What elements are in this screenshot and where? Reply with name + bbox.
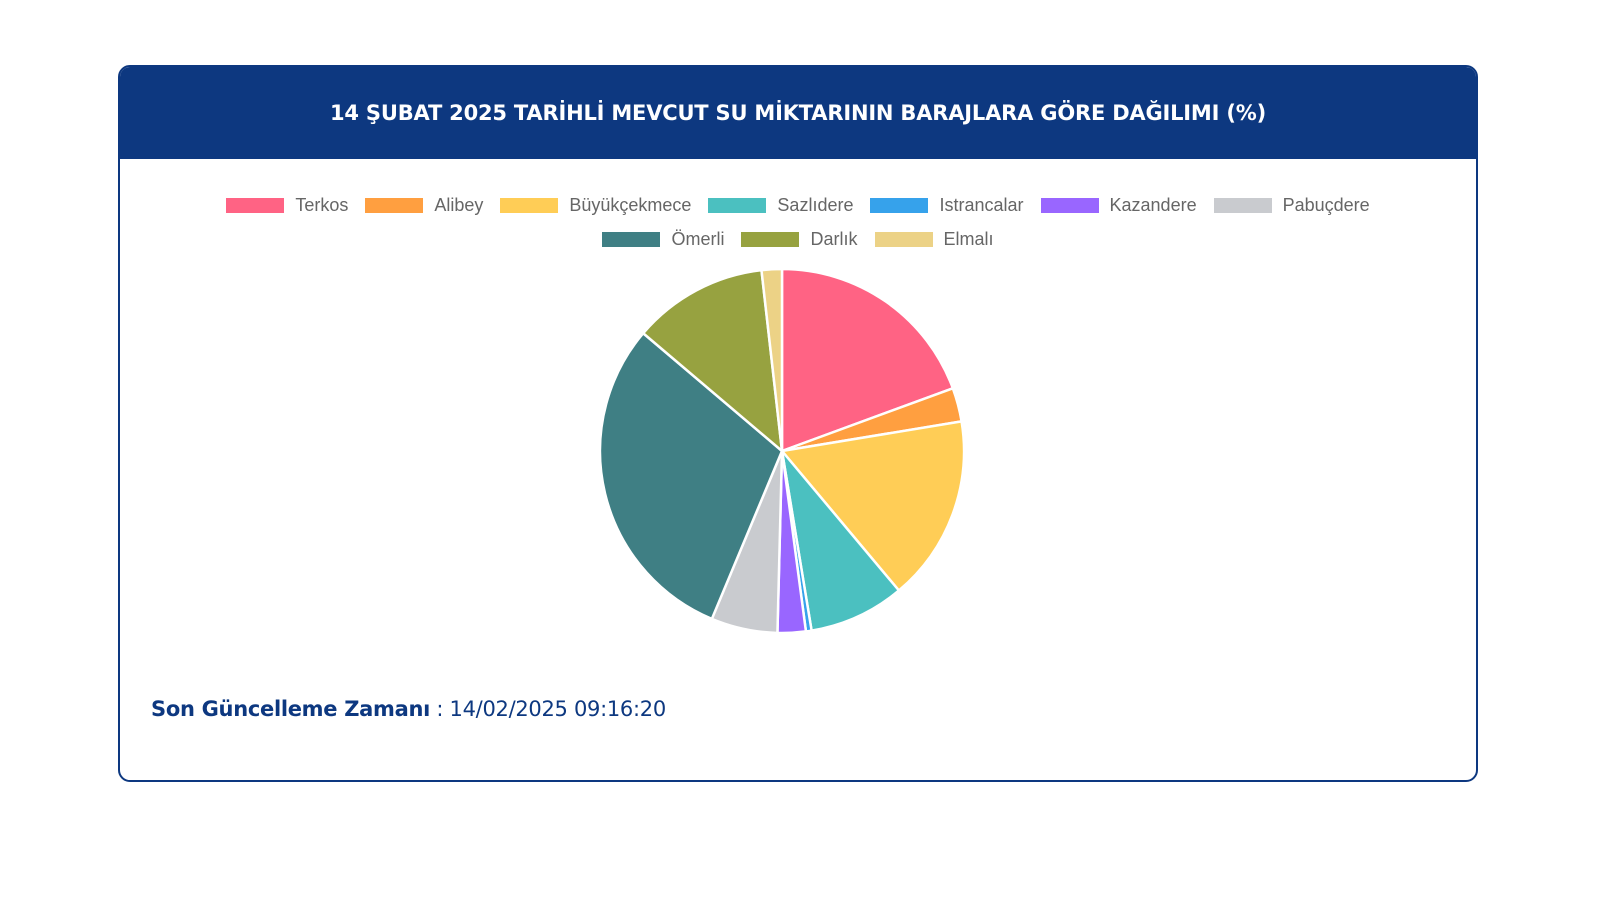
legend-swatch <box>602 231 661 247</box>
legend-item-buyukcekmece[interactable]: Büyükçekmece <box>500 195 691 215</box>
legend-label: Terkos <box>295 194 349 215</box>
pie-chart <box>598 267 966 635</box>
card-header: 14 ŞUBAT 2025 TARİHLİ MEVCUT SU MİKTARIN… <box>120 67 1476 159</box>
card-title: 14 ŞUBAT 2025 TARİHLİ MEVCUT SU MİKTARIN… <box>330 101 1266 125</box>
legend-swatch <box>874 231 933 247</box>
legend-item-elmali[interactable]: Elmalı <box>874 228 994 249</box>
legend-label: Istrancalar <box>939 194 1024 215</box>
pie-slice-darlik[interactable] <box>641 268 784 453</box>
legend-label: Alibey <box>434 194 484 215</box>
legend-label: Büyükçekmece <box>569 194 692 215</box>
legend-swatch <box>226 197 285 213</box>
legend-item-darlik[interactable]: Darlık <box>741 228 858 249</box>
legend-label: Pabuçdere <box>1282 194 1370 215</box>
legend-swatch <box>1213 197 1272 213</box>
legend-row: Ömerli Darlık Elmalı <box>602 228 994 249</box>
legend-row: Terkos Alibey Büyükçekmece Sazlıdere Istranc… <box>226 194 1370 215</box>
legend-item-terkos[interactable]: Terkos <box>226 195 348 215</box>
legend-label: Ömerli <box>671 228 725 249</box>
legend-item-omerli[interactable]: Ömerli <box>602 229 724 249</box>
legend-swatch <box>741 231 800 247</box>
legend-item-istrancalar[interactable]: Istrancalar <box>870 194 1024 215</box>
legend-swatch <box>365 197 424 213</box>
legend-label: Darlık <box>810 228 858 249</box>
legend-label: Elmalı <box>943 228 994 249</box>
legend-swatch <box>870 197 929 213</box>
legend-item-kazandere[interactable]: Kazandere <box>1040 194 1197 215</box>
legend-label: Sazlıdere <box>777 194 854 215</box>
pie-slice-terkos[interactable] <box>780 267 955 453</box>
pie-slice-elmali[interactable] <box>760 267 784 453</box>
legend-item-sazlidere[interactable]: Sazlıdere <box>708 195 853 215</box>
chart-legend: Terkos Alibey Büyükçekmece Sazlıdere Istranc… <box>120 195 1476 249</box>
pie-slice-sazlidere[interactable] <box>780 449 901 632</box>
legend-swatch <box>1040 197 1099 213</box>
legend-item-alibey[interactable]: Alibey <box>365 195 483 215</box>
last-update-separator: : <box>430 697 450 721</box>
pie-slice-buyukcekmece[interactable] <box>780 420 966 592</box>
last-update: Son Güncelleme Zamanı : 14/02/2025 09:16… <box>151 697 666 721</box>
legend-swatch <box>500 197 559 213</box>
legend-item-pabucdere[interactable]: Pabuçdere <box>1213 194 1370 215</box>
last-update-value: 14/02/2025 09:16:20 <box>449 697 667 721</box>
legend-label: Kazandere <box>1109 194 1197 215</box>
legend-swatch <box>708 197 767 213</box>
chart-card: 14 ŞUBAT 2025 TARİHLİ MEVCUT SU MİKTARIN… <box>118 65 1478 782</box>
pie-slice-omerli[interactable] <box>598 331 784 621</box>
last-update-label: Son Güncelleme Zamanı <box>151 697 431 721</box>
